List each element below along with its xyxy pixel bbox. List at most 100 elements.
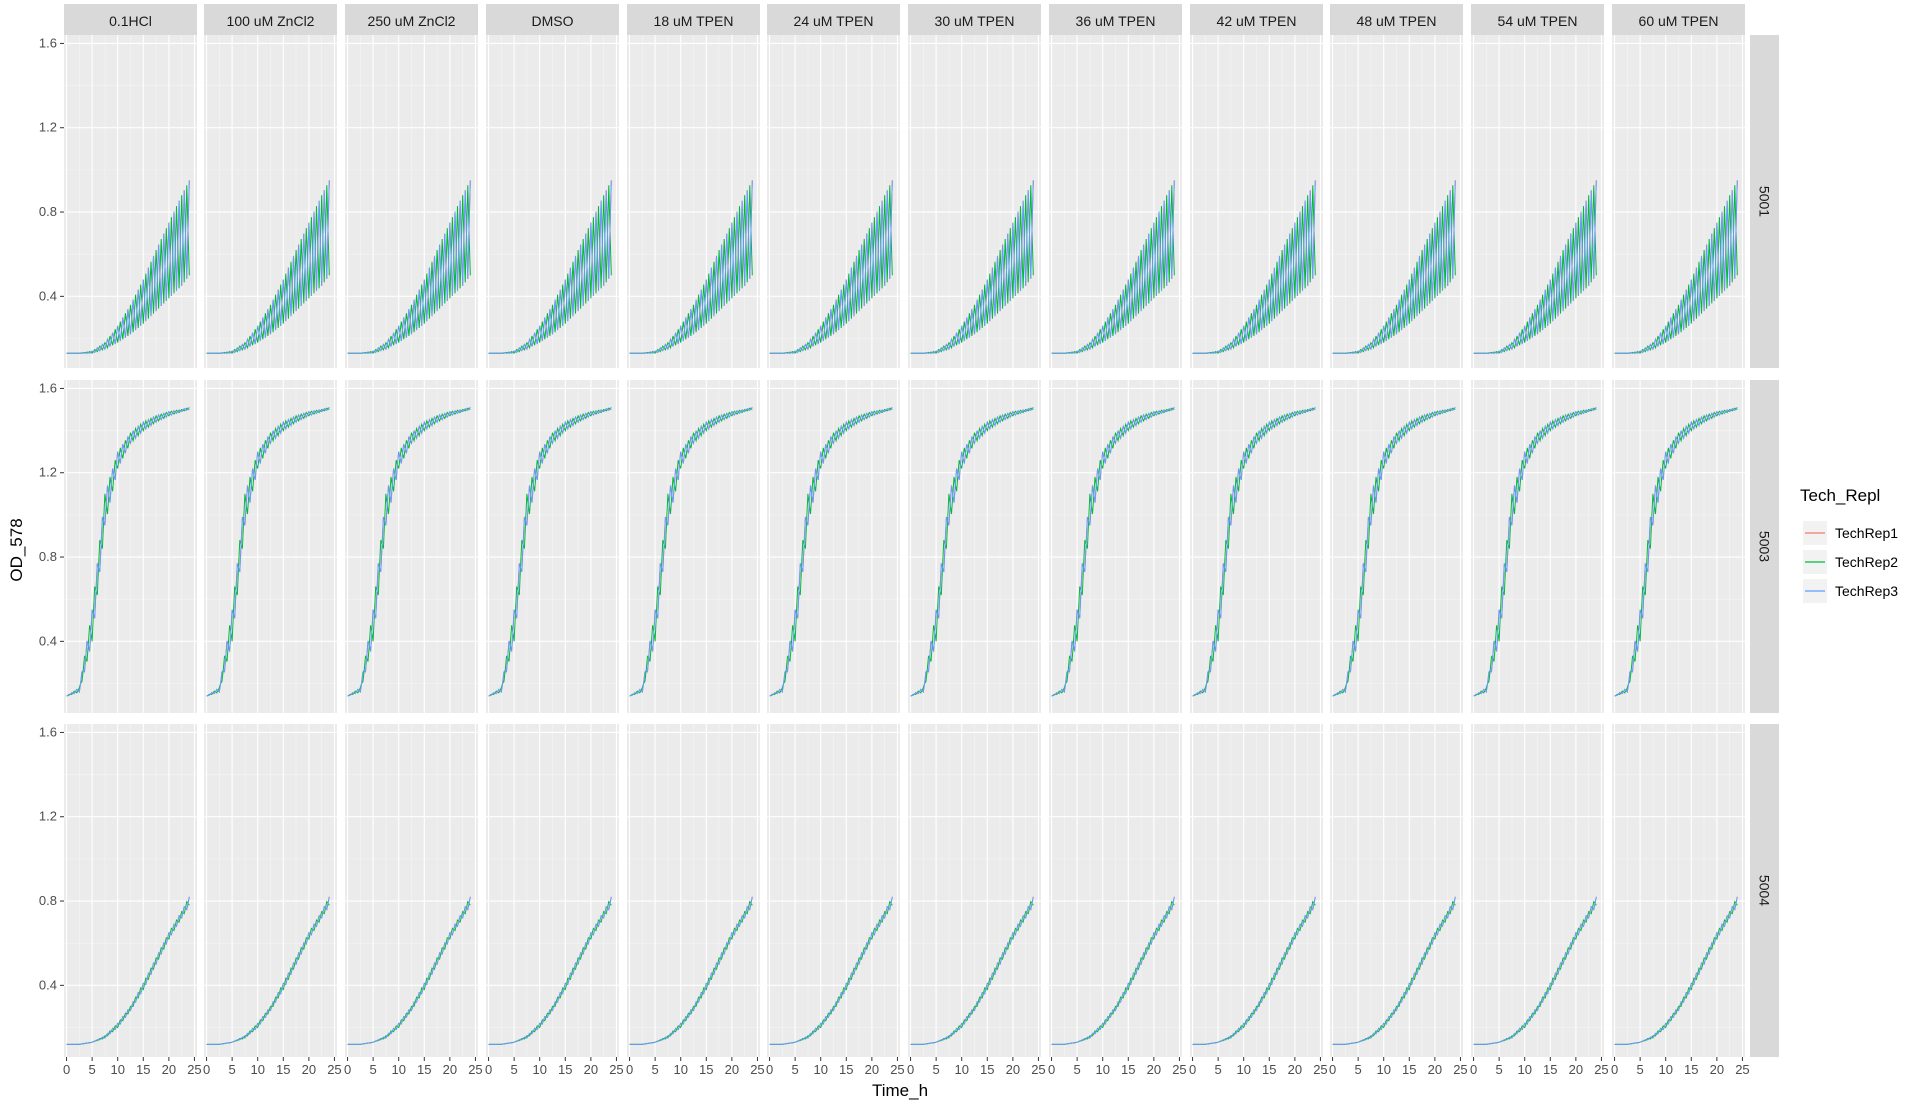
x-tick-label: 20 [162, 1062, 176, 1077]
facet-panel: 0 5 10 15 20 25 [63, 724, 202, 1077]
facet-panel [64, 380, 197, 713]
x-tick-label: 5 [511, 1062, 518, 1077]
series-line-techrep3 [347, 896, 471, 1045]
x-tick-label: 25 [1031, 1062, 1045, 1077]
legend: Tech_Repl TechRep1 TechRep2 TechRep3 [1800, 486, 1898, 603]
x-tick-label: 15 [276, 1062, 290, 1077]
x-tick-label: 20 [443, 1062, 457, 1077]
series-line-techrep2 [1614, 407, 1738, 697]
series-line-techrep2 [66, 407, 190, 697]
row-strip-label: 5003 [1757, 531, 1773, 562]
x-tick-label: 5 [1215, 1062, 1222, 1077]
y-tick-label: 1.6 [39, 724, 57, 739]
row-strip [1750, 35, 1779, 368]
facet-panel [1612, 35, 1745, 368]
x-tick-label: 20 [1428, 1062, 1442, 1077]
series-line-techrep3 [769, 180, 893, 354]
x-tick-label: 15 [839, 1062, 853, 1077]
column-strip [1049, 4, 1182, 35]
y-tick-label: 0.8 [39, 549, 57, 564]
y-tick-label: 0.4 [39, 288, 57, 303]
series-line-techrep3 [488, 407, 612, 697]
facet-panel [1190, 380, 1323, 713]
facet-panel [1471, 35, 1604, 368]
y-tick-label: 0.8 [39, 893, 57, 908]
x-tick-label: 5 [370, 1062, 377, 1077]
series-line-techrep3 [347, 407, 471, 697]
panels-layer: 0.1HCl 100 uM ZnCl2 250 uM ZnCl2 DMSO 18 uM … [39, 4, 1779, 1077]
x-tick-label: 25 [890, 1062, 904, 1077]
x-tick-label: 20 [584, 1062, 598, 1077]
y-axis-title: OD_578 [7, 518, 26, 581]
series-line-techrep2 [1051, 185, 1175, 354]
series-line-techrep3 [629, 180, 753, 354]
facet-panel: 0 5 10 15 20 25 [1470, 724, 1609, 1077]
y-tick-label: 1.6 [39, 35, 57, 50]
y-tick-label: 0.8 [39, 204, 57, 219]
series-line-techrep3 [1473, 180, 1597, 354]
row-strip-label: 5004 [1757, 875, 1773, 906]
column-strip-label: 250 uM ZnCl2 [368, 13, 456, 29]
x-tick-label: 5 [652, 1062, 659, 1077]
x-tick-label: 10 [673, 1062, 687, 1077]
row-strip [1750, 724, 1779, 1057]
x-tick-label: 5 [1637, 1062, 1644, 1077]
facet-panel [1330, 35, 1463, 368]
series-line-techrep3 [1051, 896, 1175, 1045]
facet-panel [908, 35, 1041, 368]
column-strip-label: 100 uM ZnCl2 [227, 13, 315, 29]
facet-panel: 0 5 10 15 20 25 [626, 724, 765, 1077]
x-tick-label: 0 [626, 1062, 633, 1077]
x-tick-label: 5 [933, 1062, 940, 1077]
facet-panel [627, 35, 760, 368]
x-tick-label: 20 [1569, 1062, 1583, 1077]
x-tick-label: 0 [63, 1062, 70, 1077]
column-strip [64, 4, 197, 35]
x-tick-label: 0 [1329, 1062, 1336, 1077]
x-tick-label: 15 [558, 1062, 572, 1077]
x-tick-label: 10 [813, 1062, 827, 1077]
column-strip-label: 24 uM TPEN [794, 13, 874, 29]
series-line-techrep3 [910, 896, 1034, 1045]
series-line-techrep3 [1473, 896, 1597, 1045]
facet-panel [204, 380, 337, 713]
x-tick-label: 20 [725, 1062, 739, 1077]
series-line-techrep3 [629, 896, 753, 1045]
facet-panel: 0 5 10 15 20 25 [485, 724, 624, 1077]
series-line-techrep2 [1192, 407, 1316, 697]
series-line-techrep3 [1614, 896, 1738, 1045]
series-line-techrep2 [1614, 185, 1738, 354]
x-tick-label: 20 [1147, 1062, 1161, 1077]
x-tick-label: 0 [203, 1062, 210, 1077]
column-strip-label: 54 uM TPEN [1498, 13, 1578, 29]
x-tick-label: 5 [1355, 1062, 1362, 1077]
series-line-techrep2 [629, 407, 753, 697]
facet-panel: 0 5 10 15 20 25 [203, 724, 342, 1077]
series-line-techrep3 [206, 180, 330, 354]
x-tick-label: 20 [1006, 1062, 1020, 1077]
column-strip [908, 4, 1041, 35]
series-line-techrep2 [769, 407, 893, 697]
facet-panel [1049, 380, 1182, 713]
x-tick-label: 10 [110, 1062, 124, 1077]
series-line-techrep2 [488, 407, 612, 697]
x-tick-label: 25 [327, 1062, 341, 1077]
x-tick-label: 10 [1236, 1062, 1250, 1077]
facet-panel: 0 5 10 15 20 25 [1329, 724, 1468, 1077]
y-tick-label: 1.2 [39, 809, 57, 824]
legend-label: TechRep2 [1835, 554, 1898, 570]
facet-panel [767, 35, 900, 368]
column-strip [204, 4, 337, 35]
series-line-techrep3 [488, 180, 612, 354]
column-strip [345, 4, 478, 35]
series-line-techrep2 [769, 185, 893, 354]
facet-panel [908, 380, 1041, 713]
facet-panel [1049, 35, 1182, 368]
x-tick-label: 10 [391, 1062, 405, 1077]
series-line-techrep3 [1192, 896, 1316, 1045]
series-line-techrep3 [206, 407, 330, 697]
x-tick-label: 15 [417, 1062, 431, 1077]
series-line-techrep3 [66, 180, 190, 354]
y-tick-label: 1.2 [39, 120, 57, 135]
facet-panel: 0 5 10 15 20 25 [1048, 724, 1187, 1077]
